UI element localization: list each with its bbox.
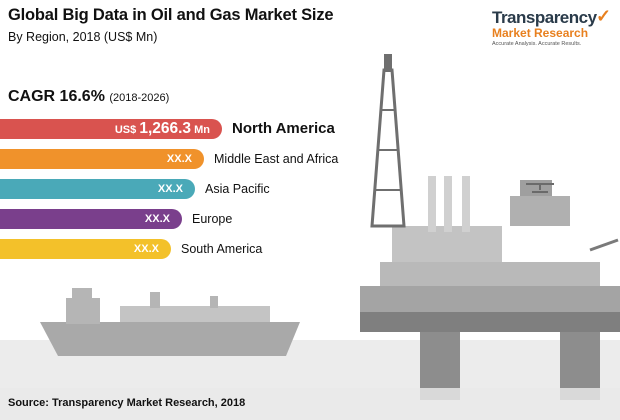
bar-value: XX.X bbox=[133, 243, 159, 255]
logo-line2: Market Research bbox=[492, 26, 589, 40]
category-label: Asia Pacific bbox=[205, 182, 270, 196]
bar-middle-east-and-africa: XX.X bbox=[0, 149, 204, 169]
footer: Source: Transparency Market Research, 20… bbox=[0, 388, 620, 420]
bar-value: XX.X bbox=[166, 153, 192, 165]
category-label: Middle East and Africa bbox=[214, 152, 339, 166]
cagr-label: CAGR 16.6% (2018-2026) bbox=[8, 88, 169, 106]
category-label: Europe bbox=[192, 212, 233, 226]
bar-value: XX.X bbox=[157, 183, 183, 195]
logo-tagline: Accurate Analysis. Accurate Results. bbox=[492, 41, 582, 47]
cagr-period: (2018-2026) bbox=[109, 92, 170, 104]
ship-icon bbox=[40, 288, 300, 356]
category-label: South America bbox=[181, 242, 263, 256]
cagr-value: CAGR 16.6% bbox=[8, 88, 105, 105]
check-icon: ✓ bbox=[596, 6, 612, 26]
bar-south-america: XX.X bbox=[0, 239, 171, 259]
value-suffix: Mn bbox=[191, 124, 210, 136]
bar-north-america: US$ 1,266.3 Mn bbox=[0, 119, 222, 139]
logo-line1: Transparency bbox=[492, 8, 597, 27]
chart-title: Global Big Data in Oil and Gas Market Si… bbox=[8, 6, 334, 24]
bar-value: XX.X bbox=[144, 213, 170, 225]
logo: Transparency Market Research Accurate An… bbox=[492, 6, 614, 47]
bar-europe: XX.X bbox=[0, 209, 182, 229]
source-note: Source: Transparency Market Research, 20… bbox=[8, 397, 246, 409]
value-prefix: US$ bbox=[114, 124, 140, 136]
category-label: North America bbox=[232, 120, 335, 137]
bar-value: US$ 1,266.3 Mn bbox=[115, 119, 210, 140]
value-number: 1,266.3 bbox=[139, 120, 192, 137]
chart-subtitle: By Region, 2018 (US$ Mn) bbox=[8, 30, 158, 44]
bar-asia-pacific: XX.X bbox=[0, 179, 195, 199]
